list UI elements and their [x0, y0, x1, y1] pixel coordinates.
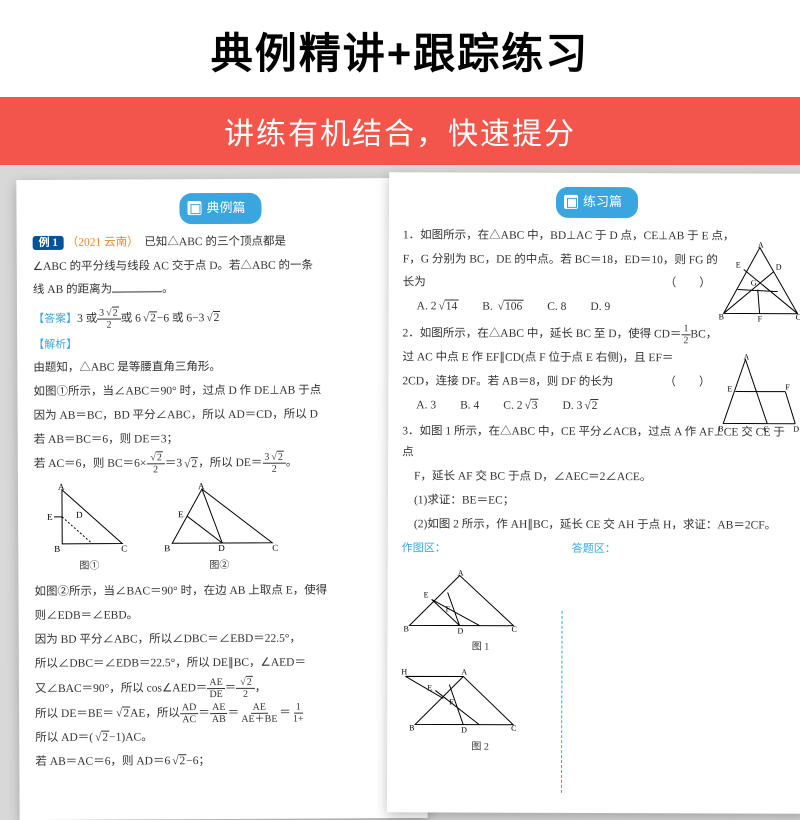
tab-examples: 典例篇 [179, 193, 261, 224]
body: 如图①所示，当∠ABC＝90° 时，过点 D 作 DE⊥AB 于点 [33, 380, 409, 404]
svg-text:E: E [736, 260, 741, 269]
q-line: ∠ABC 的平分线与线段 AC 交于点 D。若△ABC 的一条 [33, 255, 409, 279]
example-page: 典例篇 例 1 （2021 云南） 已知△ABC 的三个顶点都是 ∠ABC 的平… [16, 178, 427, 820]
figure-q1: A B C D E G F [718, 241, 800, 321]
body: 若 AB＝AC＝6，则 AD＝62−6； [35, 750, 411, 774]
svg-text:D: D [461, 725, 467, 734]
svg-text:B: B [718, 424, 723, 433]
figure-1: ABCED 图① [44, 482, 134, 576]
svg-text:D: D [218, 543, 225, 553]
body: 由题知，△ABC 是等腰直角三角形。 [33, 356, 409, 380]
svg-text:A: A [198, 482, 205, 492]
draw-label: 作图区： [402, 538, 560, 559]
opt-c: C. 8 [547, 297, 566, 319]
figure-3-2: HABCEFD 图 2 [401, 662, 559, 757]
svg-text:E: E [47, 512, 53, 522]
page-container: 典例篇 例 1 （2021 云南） 已知△ABC 的三个顶点都是 ∠ABC 的平… [0, 179, 800, 819]
svg-text:F: F [449, 697, 454, 706]
example-tag: 例 1 [33, 236, 64, 250]
svg-text:B: B [719, 312, 724, 321]
body: 又∠BAC＝90°，所以 cos∠AED＝AEDE＝22， [35, 676, 411, 701]
doc-icon [187, 201, 201, 215]
svg-text:B: B [409, 723, 414, 732]
body: 如图②所示，当∠BAC＝90° 时，在边 AB 上取点 E，使得 [34, 580, 410, 604]
svg-text:A: A [58, 482, 65, 492]
svg-text:H: H [401, 667, 407, 676]
svg-text:C: C [272, 543, 278, 553]
source: （2021 云南） [67, 236, 133, 248]
body: 因为 AB＝BC，BD 平分∠ABC，所以 AD＝CD，所以 D [34, 404, 410, 428]
triangle-icon: A B C E D [44, 482, 134, 557]
body: 所以 AD＝(2−1)AC。 [35, 726, 411, 750]
tab-practice: 练习篇 [556, 187, 638, 218]
analysis-label: 【解析】 [33, 333, 409, 356]
q2: 2．如图所示，在△ABC 中，延长 BC 至 D，使得 CD＝12BC， [403, 322, 791, 346]
example-line: 例 1 （2021 云南） 已知△ABC 的三个顶点都是 [33, 231, 409, 255]
practice-page: 练习篇 1．如图所示，在△ABC 中，BD⊥AC 于 D 点，CE⊥AB 于 E… [387, 172, 800, 813]
body: 所以 DE＝BE＝2AE，所以ADAC＝AEAB＝AEAE＋BE＝11+ [35, 701, 411, 726]
figure-3-1: ABCEFD 图 1 [401, 567, 559, 657]
svg-text:C: C [121, 544, 127, 554]
svg-text:E: E [727, 384, 732, 393]
header: 典例精讲+跟踪练习 [0, 0, 800, 97]
answer-label: 答题区： [572, 539, 790, 561]
q-line: 线 AB 的距离为。 [33, 278, 409, 302]
figure-2: ABCDE 图② [154, 481, 284, 576]
body: 若 AB＝BC＝6，则 DE＝3； [34, 428, 410, 452]
svg-text:F: F [758, 315, 763, 322]
opt-d: D. 9 [590, 297, 610, 319]
svg-text:B: B [54, 544, 60, 554]
svg-text:A: A [461, 667, 467, 676]
svg-text:G: G [751, 279, 757, 288]
svg-text:F: F [446, 604, 451, 613]
svg-text:F: F [785, 383, 790, 392]
blank [112, 281, 162, 293]
body: 则∠EDB＝∠EBD。 [35, 604, 411, 628]
answer: 【答案】3 或322或 62−6 或 6−32 [33, 306, 409, 331]
q3: (1)求证：BE＝EC； [402, 490, 790, 513]
svg-text:A: A [743, 353, 749, 361]
work-area: 作图区： ABCEFD 图 1 HABCEFD 图 2 答题区： [401, 538, 790, 757]
opt-a: A. 214 [417, 297, 459, 319]
main-title: 典例精讲+跟踪练习 [30, 20, 770, 81]
figure-row: ABCED 图① ABCDE 图② [44, 481, 410, 577]
svg-text:C: C [512, 624, 517, 633]
svg-text:B: B [404, 624, 409, 633]
opt-a: A. 3 [416, 395, 436, 417]
book-icon [564, 195, 578, 209]
opt-b: B. 4 [460, 395, 479, 417]
svg-text:E: E [178, 510, 184, 520]
svg-text:E: E [424, 590, 429, 599]
svg-text:A: A [758, 241, 764, 249]
opt-b: B. 106 [482, 297, 523, 319]
svg-text:D: D [76, 510, 83, 520]
svg-text:C: C [511, 723, 516, 732]
svg-text:E: E [427, 683, 432, 692]
svg-text:A: A [458, 568, 464, 577]
svg-text:D: D [793, 425, 799, 434]
body: 若 AC＝6，则 BC＝6×22＝32，所以 DE＝322。 [34, 452, 410, 477]
body: 所以∠DBC＝∠EDB＝22.5°，所以 DE∥BC，∠AED＝ [35, 652, 411, 676]
svg-text:C: C [763, 425, 768, 434]
svg-text:B: B [164, 544, 170, 554]
body: 因为 BD 平分∠ABC，所以∠DBC＝∠EBD＝22.5°， [35, 628, 411, 652]
subtitle-bar: 讲练有机结合，快速提分 [0, 97, 800, 165]
opt-c: C. 23 [503, 395, 538, 417]
svg-text:D: D [776, 263, 782, 272]
figure-q2: A B C D E F [717, 353, 800, 438]
svg-text:C: C [796, 313, 800, 322]
q3: F，延长 AF 交 BC 于点 D，∠AEC＝2∠ACE。 [402, 467, 790, 490]
q3: (2)如图 2 所示，作 AH∥BC，延长 CE 交 AH 于点 H，求证：AB… [402, 514, 790, 537]
opt-d: D. 32 [562, 396, 598, 418]
svg-text:D: D [458, 626, 464, 635]
triangle-icon: A B C D E [154, 481, 284, 557]
